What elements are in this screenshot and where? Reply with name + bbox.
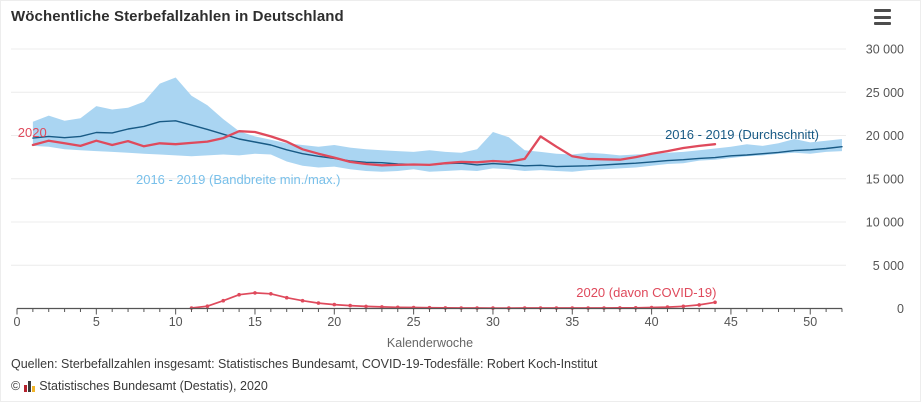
destatis-logo-icon	[24, 380, 36, 392]
series-label-avg: 2016 - 2019 (Durchschnitt)	[665, 127, 819, 142]
x-tick-label: 10	[169, 315, 183, 329]
covid-marker	[697, 303, 701, 307]
copyright-text: Statistisches Bundesamt (Destatis), 2020	[39, 379, 268, 393]
covid-marker	[269, 292, 273, 296]
covid-marker	[316, 301, 321, 305]
copyright-symbol: ©	[11, 379, 21, 393]
covid-marker	[713, 300, 717, 305]
y-tick-label: 0	[897, 302, 904, 316]
covid-marker	[348, 303, 352, 308]
series-label-covid: 2020 (davon COVID-19)	[576, 285, 716, 300]
series-label-2020: 2020	[18, 125, 47, 140]
x-tick-label: 50	[803, 315, 817, 329]
line-2020	[31, 130, 717, 167]
covid-marker	[380, 305, 384, 309]
y-tick-label: 30 000	[866, 43, 904, 57]
hamburger-icon	[874, 22, 891, 25]
x-tick-label: 40	[645, 315, 659, 329]
y-tick-label: 5 000	[873, 259, 904, 273]
copyright-line: © Statistisches Bundesamt (Destatis), 20…	[11, 379, 268, 393]
covid-marker	[237, 292, 241, 297]
series-label-band: 2016 - 2019 (Bandbreite min./max.)	[136, 172, 340, 187]
covid-marker	[284, 295, 289, 300]
x-tick-label: 30	[486, 315, 500, 329]
y-tick-label: 20 000	[866, 129, 904, 143]
sources-text: Quellen: Sterbefallzahlen insgesamt: Sta…	[11, 357, 598, 371]
x-tick-label: 20	[327, 315, 341, 329]
x-tick-label: 25	[407, 315, 421, 329]
x-tick-label: 35	[565, 315, 579, 329]
y-tick-label: 15 000	[866, 172, 904, 186]
covid-marker	[300, 298, 305, 303]
covid-marker	[221, 298, 226, 303]
hamburger-icon	[874, 9, 891, 12]
y-tick-label: 25 000	[866, 86, 904, 100]
chart-canvas[interactable]: 0 5 10 15 20 25 30 35 40 45 50 0 5 000 10 000 15 000 20…	[1, 35, 921, 353]
page-title: Wöchentliche Sterbefallzahlen in Deutsch…	[11, 8, 344, 25]
hamburger-menu-button[interactable]	[874, 9, 892, 25]
x-axis-title: Kalenderwoche	[387, 336, 473, 350]
covid-marker	[681, 304, 686, 309]
covid-marker	[205, 304, 210, 309]
x-tick-label: 5	[93, 315, 100, 329]
x-tick-label: 0	[14, 315, 21, 329]
covid-marker	[364, 304, 368, 309]
covid-marker	[332, 302, 337, 307]
hamburger-icon	[874, 15, 891, 19]
y-tick-label: 10 000	[866, 216, 904, 230]
covid-marker	[253, 291, 257, 295]
minmax-band-area	[32, 77, 842, 172]
x-tick-label: 45	[724, 315, 738, 329]
x-tick-label: 15	[248, 315, 262, 329]
